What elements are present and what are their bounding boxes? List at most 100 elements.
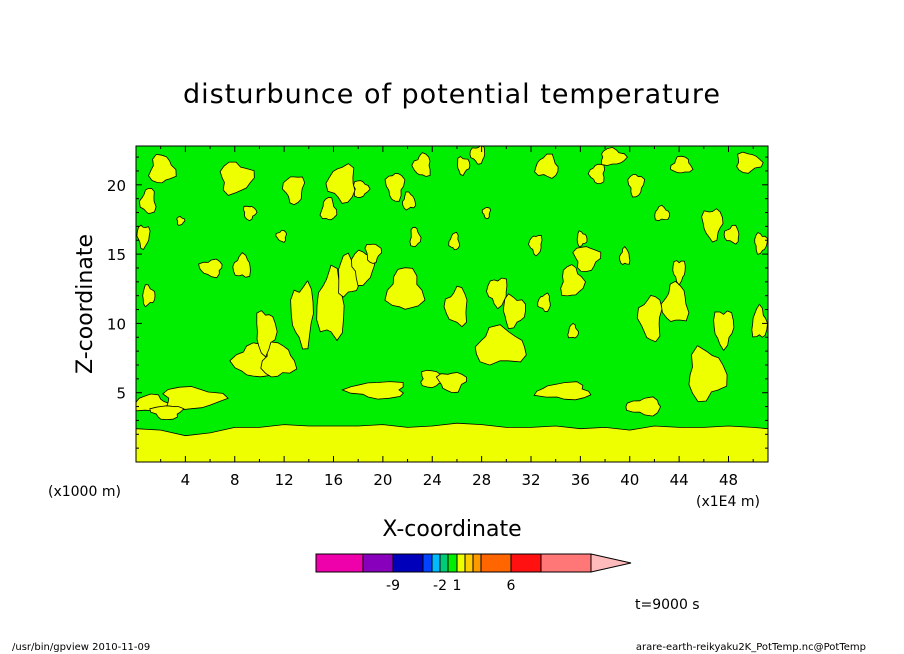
contour-blob [435, 372, 468, 394]
y-tick-label: 15 [107, 246, 126, 264]
colorbar-segment [510, 553, 542, 573]
x-axis-ticks: 4 8 12 16 20 24 28 32 36 40 44 48 [160, 146, 754, 489]
x-tick-label: 4 [181, 471, 191, 489]
contour-blob [136, 224, 151, 251]
contour-blob [528, 235, 543, 257]
contour-blob [751, 303, 768, 338]
colorbar-label: 1 [453, 578, 462, 594]
colorbar-segment [447, 553, 458, 573]
colorbar-segment [456, 553, 466, 573]
contour-blob [654, 204, 671, 222]
colorbar-segment [422, 553, 433, 573]
contour-blob [567, 323, 580, 339]
contour-blob [572, 246, 602, 272]
colorbar-segment [315, 553, 364, 573]
contour-blob [672, 260, 686, 286]
contour-blob [176, 216, 186, 226]
footer-right: arare-earth-reikyaku2K_PotTemp.nc@PotTem… [636, 642, 866, 653]
contour-blob [325, 163, 356, 204]
colorbar [315, 553, 632, 573]
colorbar-segment [392, 553, 424, 573]
contour-blob [384, 172, 406, 202]
y-axis-ticks: 5 10 15 20 [107, 156, 768, 449]
colorbar-segment [540, 553, 592, 573]
contour-blob [660, 280, 690, 322]
contour-blob [625, 396, 661, 417]
contour-blob [198, 258, 223, 279]
contour-blob [736, 151, 764, 174]
contour-blob [290, 279, 314, 350]
contour-blob [256, 310, 278, 358]
x-axis-title: X-coordinate [382, 517, 521, 542]
contour-blob [242, 205, 258, 222]
x-tick-label: 16 [324, 471, 343, 489]
contour-blob [319, 196, 338, 221]
contour-blob [688, 345, 728, 403]
contour-blob [534, 153, 559, 179]
contour-blob [481, 206, 492, 219]
contour-blob [502, 293, 526, 330]
x-tick-label: 40 [620, 471, 639, 489]
contour-blob [670, 155, 694, 174]
colorbar-segment [480, 553, 512, 573]
contour-blob [443, 285, 468, 328]
contour-blob [409, 226, 422, 248]
x-axis-unit: (x1E4 m) [696, 494, 760, 510]
contour-blob [411, 152, 431, 177]
contour-blob [600, 146, 628, 166]
contour-blob [341, 381, 405, 400]
y-tick-label: 5 [116, 385, 126, 403]
contour-blob [260, 341, 298, 378]
x-tick-label: 48 [719, 471, 738, 489]
contour-blob [533, 381, 592, 401]
contour-blobs [136, 146, 768, 421]
contour-blob [587, 163, 606, 185]
contour-blob [576, 230, 588, 248]
contour-blob [364, 243, 383, 264]
contour-blob [149, 405, 185, 421]
low-level-layer [136, 422, 768, 462]
colorbar-arrow [590, 553, 632, 573]
colorbar-label: 6 [507, 578, 516, 594]
colorbar-segment [431, 553, 441, 573]
colorbar-label: -2 [433, 578, 447, 594]
y-axis-unit: (x1000 m) [48, 484, 121, 500]
plot-frame [135, 145, 769, 463]
contour-blob [627, 174, 646, 198]
contour-blob [457, 155, 471, 177]
x-tick-label: 8 [230, 471, 240, 489]
colorbar-segment [472, 553, 482, 573]
contour-blob [474, 324, 527, 366]
contour-blob [701, 208, 724, 243]
contour-blob [353, 180, 371, 198]
contour-blob [232, 252, 251, 278]
contour-blob [138, 187, 157, 214]
y-axis-title: Z-coordinate [73, 234, 98, 374]
contour-blob [618, 245, 631, 265]
contour-blob [384, 267, 426, 310]
colorbar-label: -9 [386, 578, 400, 594]
contour-blob [636, 295, 663, 343]
colorbar-labels: -9 -2 1 6 [386, 578, 516, 594]
x-tick-label: 24 [423, 471, 442, 489]
plot-area [136, 146, 768, 462]
x-tick-label: 32 [521, 471, 540, 489]
contour-blob [142, 284, 156, 308]
contour-blob [537, 292, 551, 313]
time-label: t=9000 s [635, 597, 700, 613]
contour-blob [219, 161, 255, 196]
colorbar-segment [439, 553, 449, 573]
x-tick-label: 36 [571, 471, 590, 489]
contour-blob [713, 310, 735, 352]
contour-blob [448, 231, 461, 251]
x-tick-label: 28 [472, 471, 491, 489]
x-tick-label: 12 [275, 471, 294, 489]
colorbar-segment [464, 553, 474, 573]
contour-blob [723, 224, 740, 245]
y-tick-label: 10 [107, 315, 126, 333]
contour-blob [486, 277, 508, 310]
contour-blob [148, 153, 177, 184]
footer-left: /usr/bin/gpview 2010-11-09 [12, 642, 150, 653]
contour-blob [560, 264, 586, 297]
